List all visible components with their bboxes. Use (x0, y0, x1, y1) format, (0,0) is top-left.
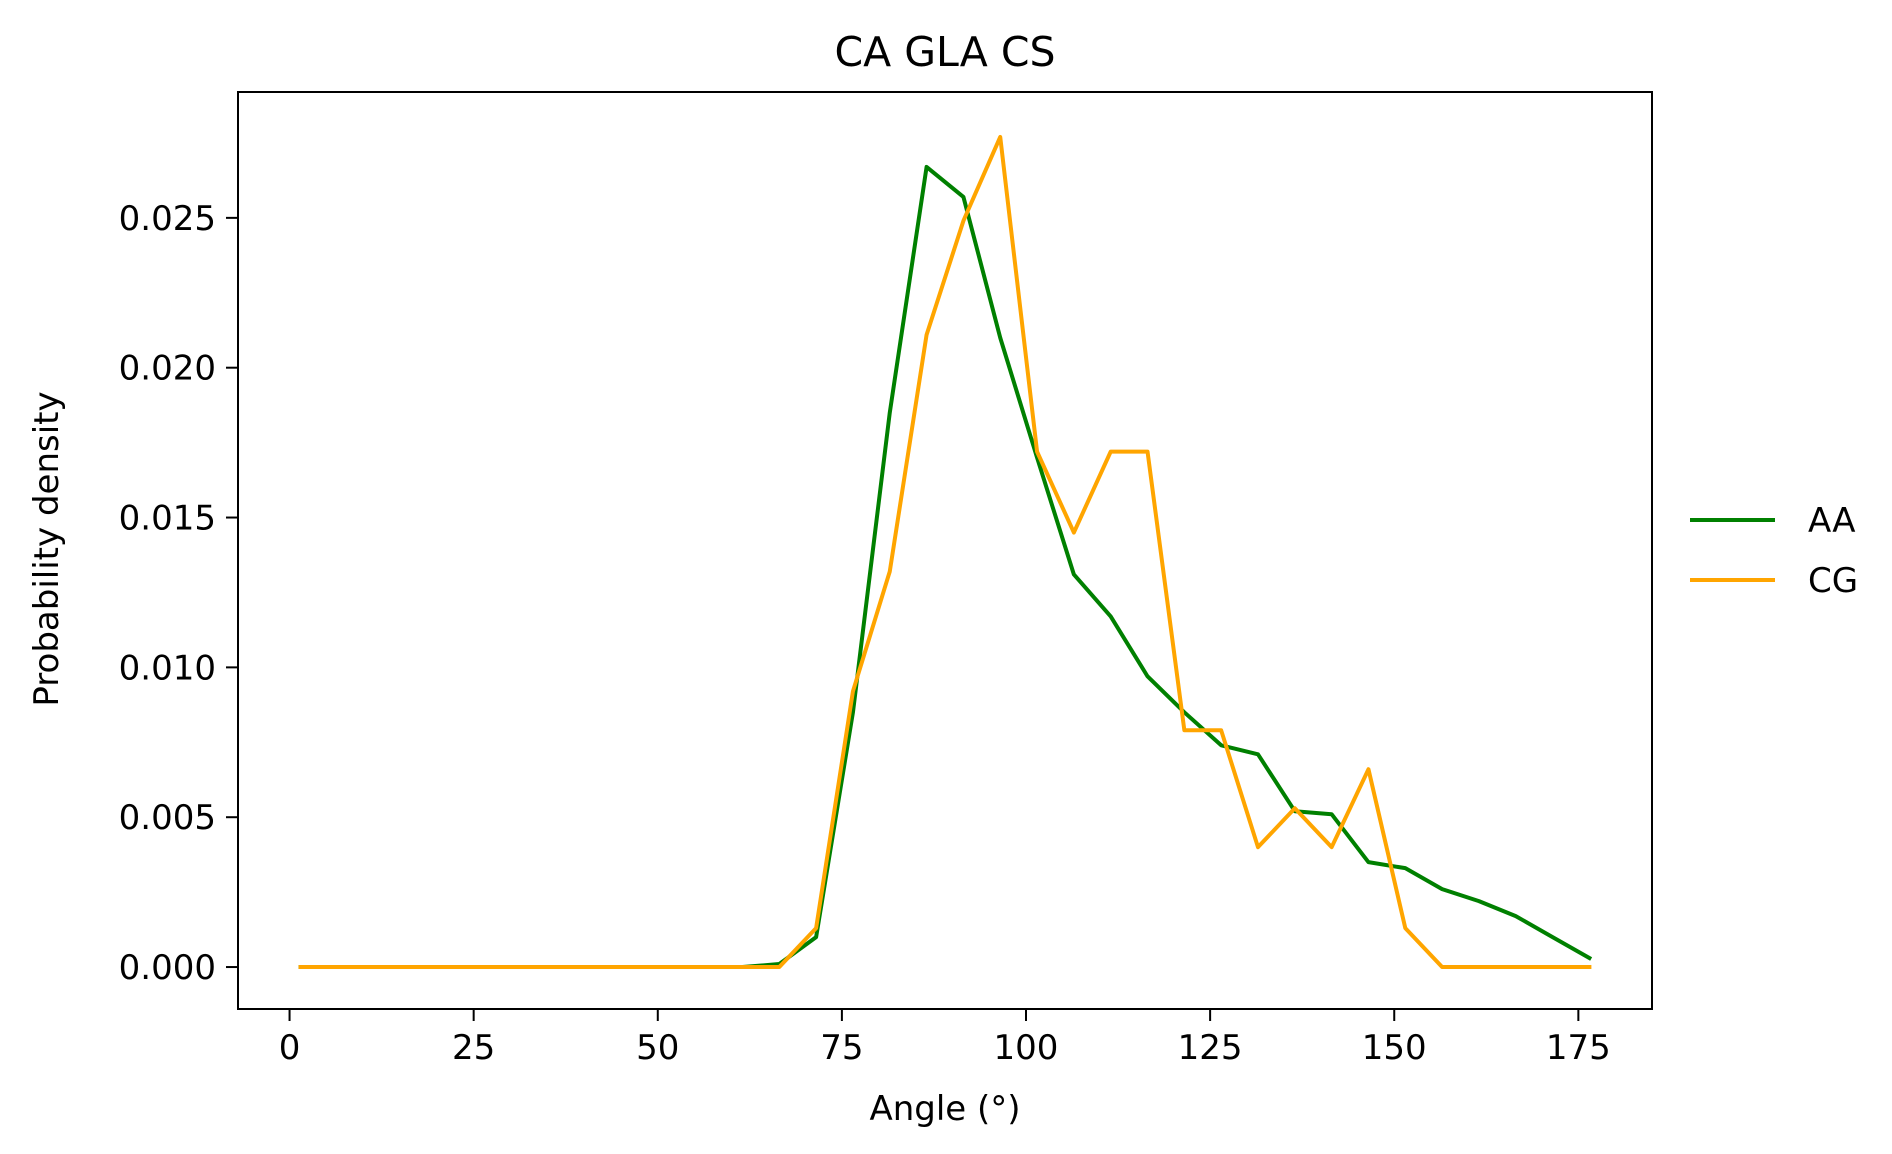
y-axis-ticks: 0.000 0.005 0.010 0.015 0.020 0.025 (119, 199, 238, 988)
legend: AA CG (1690, 501, 1858, 601)
y-tick-label: 0.000 (119, 948, 216, 988)
x-tick-label: 100 (994, 1028, 1059, 1068)
plot-frame (237, 91, 1653, 1010)
x-axis-ticks: 0 25 50 75 100 125 150 175 (279, 1009, 1611, 1068)
y-tick-label: 0.015 (119, 499, 216, 539)
y-tick-label: 0.025 (119, 199, 216, 239)
y-tick-label: 0.020 (119, 349, 216, 389)
y-tick-label: 0.010 (119, 648, 216, 688)
x-axis-label: Angle (°) (869, 1089, 1020, 1129)
chart-title: CA GLA CS (835, 28, 1056, 76)
x-tick-label: 150 (1362, 1028, 1427, 1068)
x-tick-label: 50 (636, 1028, 679, 1068)
legend-label-cg: CG (1808, 561, 1858, 601)
y-tick-label: 0.005 (119, 798, 216, 838)
x-tick-label: 25 (452, 1028, 495, 1068)
y-axis-label: Probability density (27, 391, 67, 706)
x-tick-label: 0 (279, 1028, 301, 1068)
legend-label-aa: AA (1808, 501, 1855, 541)
x-tick-label: 75 (820, 1028, 863, 1068)
x-tick-label: 175 (1546, 1028, 1611, 1068)
x-tick-label: 125 (1178, 1028, 1243, 1068)
series-lines (298, 134, 1593, 970)
series-line-cg (298, 134, 1592, 970)
